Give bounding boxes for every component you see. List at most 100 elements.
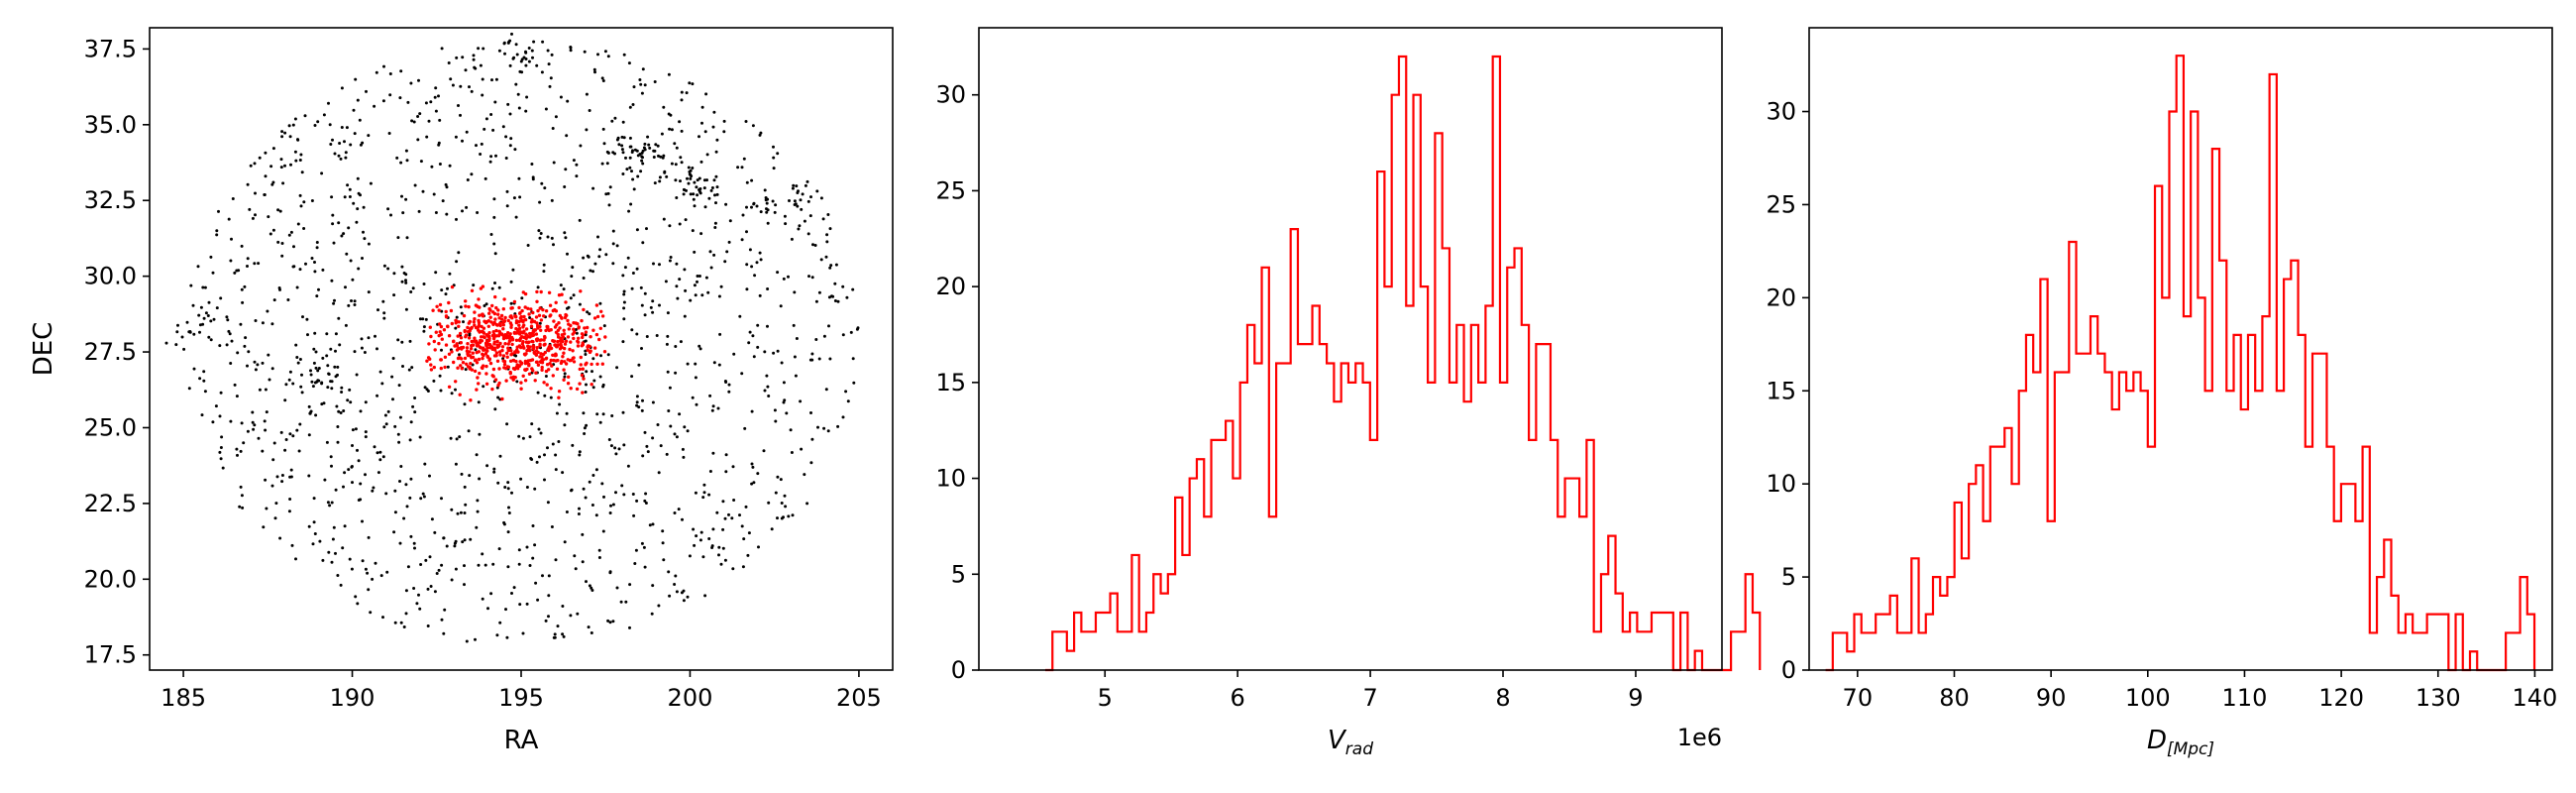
scatter-point bbox=[561, 339, 565, 344]
scatter-point bbox=[595, 314, 600, 319]
x-tick-label: 185 bbox=[161, 684, 206, 712]
scatter-point bbox=[750, 265, 754, 269]
scatter-point bbox=[560, 316, 564, 320]
scatter-point bbox=[382, 425, 386, 429]
scatter-point bbox=[727, 512, 730, 516]
scatter-point bbox=[253, 262, 257, 266]
scatter-point bbox=[709, 266, 713, 270]
scatter-point bbox=[469, 537, 473, 541]
scatter-point bbox=[405, 159, 409, 163]
scatter-point bbox=[826, 429, 830, 433]
scatter-point bbox=[475, 388, 479, 392]
scatter-point bbox=[283, 448, 287, 452]
scatter-point bbox=[695, 534, 698, 538]
scatter-point bbox=[192, 367, 196, 371]
scatter-point bbox=[479, 153, 483, 156]
scatter-point bbox=[530, 358, 535, 362]
scatter-point bbox=[206, 314, 210, 317]
scatter-point bbox=[406, 100, 410, 104]
scatter-point bbox=[590, 504, 594, 507]
scatter-point bbox=[231, 197, 235, 200]
scatter-point bbox=[765, 207, 768, 211]
scatter-point bbox=[696, 280, 698, 283]
scatter-point bbox=[539, 232, 543, 235]
scatter-point bbox=[514, 215, 518, 219]
scatter-point bbox=[549, 346, 553, 351]
scatter-point bbox=[794, 374, 798, 378]
scatter-point bbox=[483, 127, 486, 131]
scatter-point bbox=[246, 429, 250, 433]
scatter-point bbox=[640, 408, 644, 412]
scatter-point bbox=[815, 189, 819, 193]
scatter-point bbox=[625, 168, 629, 171]
scatter-point bbox=[409, 534, 413, 538]
scatter-point bbox=[333, 365, 337, 369]
scatter-point bbox=[471, 351, 475, 355]
scatter-point bbox=[516, 92, 520, 96]
histogram-bar bbox=[1406, 305, 1413, 670]
scatter-point bbox=[776, 152, 780, 156]
scatter-point bbox=[600, 482, 604, 486]
scatter-point bbox=[501, 354, 506, 358]
scatter-point bbox=[474, 637, 477, 641]
y-tick-label: 27.5 bbox=[84, 338, 137, 366]
scatter-point bbox=[623, 266, 627, 270]
scatter-point bbox=[572, 327, 576, 331]
scatter-point bbox=[525, 95, 529, 99]
scatter-point bbox=[444, 292, 448, 296]
scatter-point bbox=[565, 313, 569, 317]
scatter-point bbox=[288, 432, 292, 436]
scatter-point bbox=[496, 396, 500, 399]
scatter-point bbox=[417, 78, 420, 82]
scatter-point bbox=[557, 396, 561, 399]
scatter-point bbox=[432, 379, 436, 383]
scatter-point bbox=[701, 496, 705, 500]
scatter-point bbox=[411, 404, 415, 408]
scatter-point bbox=[716, 406, 720, 410]
scatter-point bbox=[475, 453, 479, 457]
scatter-point bbox=[530, 317, 534, 322]
scatter-point bbox=[361, 519, 364, 523]
scatter-point bbox=[699, 232, 703, 236]
scatter-point bbox=[801, 192, 805, 196]
scatter-point bbox=[461, 56, 465, 59]
y-tick-label: 5 bbox=[1781, 563, 1796, 591]
scatter-point bbox=[473, 369, 478, 374]
scatter-point bbox=[825, 233, 829, 237]
scatter-point bbox=[590, 586, 593, 590]
scatter-point bbox=[588, 312, 591, 316]
scatter-point bbox=[566, 252, 569, 256]
scatter-point bbox=[402, 272, 406, 275]
scatter-point bbox=[454, 567, 458, 571]
scatter-point bbox=[722, 119, 726, 123]
scatter-point bbox=[497, 285, 501, 289]
scatter-point bbox=[643, 142, 647, 146]
scatter-point bbox=[340, 386, 344, 390]
scatter-point bbox=[505, 422, 509, 426]
scatter-point bbox=[554, 115, 558, 119]
scatter-point bbox=[562, 351, 566, 355]
scatter-point bbox=[611, 620, 615, 623]
scatter-point bbox=[691, 396, 695, 399]
scatter-point bbox=[471, 355, 476, 360]
scatter-point bbox=[465, 362, 469, 366]
scatter-point bbox=[558, 313, 562, 318]
histogram-bar bbox=[1623, 631, 1630, 670]
y-tick-label: 30 bbox=[1766, 98, 1796, 126]
y-tick-label: 0 bbox=[1781, 656, 1796, 684]
scatter-point bbox=[307, 404, 311, 408]
scatter-point bbox=[705, 153, 709, 157]
scatter-point bbox=[265, 410, 268, 414]
scatter-point bbox=[574, 567, 578, 571]
scatter-point bbox=[601, 79, 605, 82]
scatter-point bbox=[554, 453, 558, 457]
scatter-point bbox=[447, 61, 451, 64]
scatter-point bbox=[643, 565, 647, 569]
scatter-point bbox=[780, 502, 784, 505]
scatter-point bbox=[517, 344, 522, 348]
scatter-point bbox=[464, 503, 468, 507]
scatter-point bbox=[556, 624, 560, 628]
scatter-point bbox=[334, 488, 338, 492]
scatter-point bbox=[367, 535, 371, 539]
scatter-point bbox=[432, 192, 436, 196]
